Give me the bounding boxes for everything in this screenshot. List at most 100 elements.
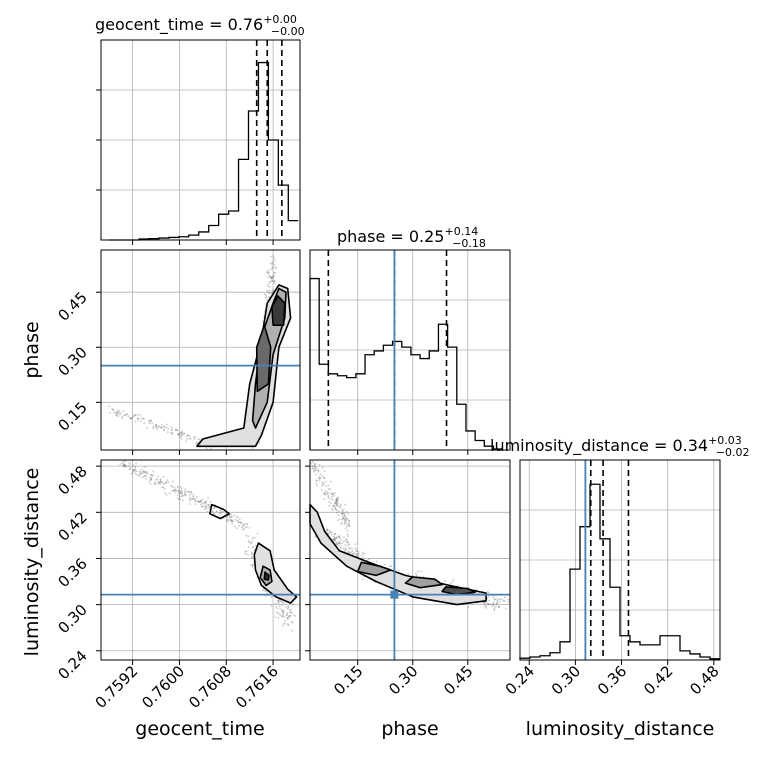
sample-point [177, 433, 180, 435]
sample-point [150, 478, 152, 481]
sample-point [140, 417, 143, 419]
sample-point [157, 481, 160, 483]
sample-point [244, 526, 247, 529]
sample-point [276, 599, 279, 602]
sample-point [329, 480, 332, 483]
sample-point [170, 484, 172, 487]
sample-point [187, 490, 190, 493]
sample-point [189, 499, 192, 502]
sample-point [339, 518, 341, 521]
sample-point [349, 547, 351, 549]
sample-point [161, 424, 164, 426]
sample-point [184, 488, 187, 490]
sample-point [151, 475, 154, 477]
sample-point [205, 500, 208, 502]
sample-point [143, 471, 146, 473]
sample-point [269, 274, 271, 277]
sample-point [265, 294, 267, 297]
sample-point [355, 550, 358, 553]
sample-point [485, 605, 488, 608]
sample-point [184, 492, 186, 494]
sample-point [486, 591, 489, 593]
sample-point [337, 542, 339, 545]
sample-point [231, 522, 234, 525]
sample-point [344, 518, 347, 521]
sample-point [231, 520, 233, 523]
sample-point [334, 540, 336, 542]
sample-point [334, 538, 337, 540]
sample-point [343, 508, 345, 511]
sample-point [343, 523, 346, 525]
sample-point [155, 425, 157, 428]
sample-point [226, 519, 229, 522]
sample-point [196, 496, 198, 498]
sample-point [277, 600, 280, 602]
truth-lines-layer [101, 250, 587, 660]
sample-point [333, 539, 336, 542]
sample-point [164, 482, 166, 485]
sample-point [270, 277, 272, 280]
sample-point [157, 482, 160, 485]
x-tick-label: 0.15 [330, 662, 366, 698]
sample-point [186, 434, 189, 437]
sample-point [279, 599, 282, 602]
sample-point [184, 493, 186, 496]
sample-point [134, 420, 137, 423]
sample-point [256, 532, 259, 535]
sample-point [116, 410, 119, 413]
panel-frame [309, 459, 511, 661]
sample-point [209, 500, 212, 503]
sample-point [319, 477, 322, 479]
sample-point [331, 508, 333, 510]
sample-point [353, 552, 356, 555]
sample-point [331, 498, 334, 501]
sample-point [152, 474, 154, 476]
sample-point [315, 473, 318, 476]
sample-point [333, 536, 336, 539]
sample-point [323, 476, 326, 479]
sample-point [456, 584, 459, 587]
sample-point [242, 528, 245, 531]
sample-point [115, 412, 118, 415]
sample-point [338, 540, 341, 543]
y-tick-label: 0.45 [54, 288, 90, 324]
sample-point [266, 289, 269, 292]
sample-point [348, 551, 351, 554]
sample-point [190, 492, 193, 494]
contour-core [271, 295, 286, 326]
sample-point [180, 431, 182, 434]
sample-point [164, 492, 167, 494]
sample-point [346, 517, 349, 520]
sample-point [134, 414, 137, 417]
sample-point [175, 428, 177, 431]
sample-point [135, 470, 138, 473]
panel-frame [100, 39, 301, 241]
sample-point [333, 538, 336, 540]
sample-point [348, 524, 351, 527]
sample-point [345, 539, 348, 542]
sample-point [342, 517, 345, 520]
sample-point [484, 603, 487, 605]
sample-point [273, 274, 275, 277]
sample-point [204, 506, 206, 509]
sample-point [336, 500, 339, 502]
sample-point [492, 603, 495, 606]
sample-point [346, 545, 349, 548]
sample-point [345, 510, 348, 513]
gridlines-layer [101, 40, 720, 660]
sample-point [133, 469, 136, 472]
sample-point [127, 465, 130, 467]
sample-point [172, 489, 175, 492]
sample-point [340, 503, 342, 506]
sample-point [335, 499, 338, 501]
sample-point [294, 615, 297, 617]
sample-point [335, 505, 337, 507]
sample-point [171, 429, 173, 431]
sample-point [144, 474, 146, 477]
sample-point [180, 495, 183, 498]
sample-point [340, 547, 342, 550]
sample-point [340, 512, 343, 515]
sample-point [203, 502, 206, 505]
sample-point [189, 498, 192, 501]
sample-point [115, 413, 118, 415]
